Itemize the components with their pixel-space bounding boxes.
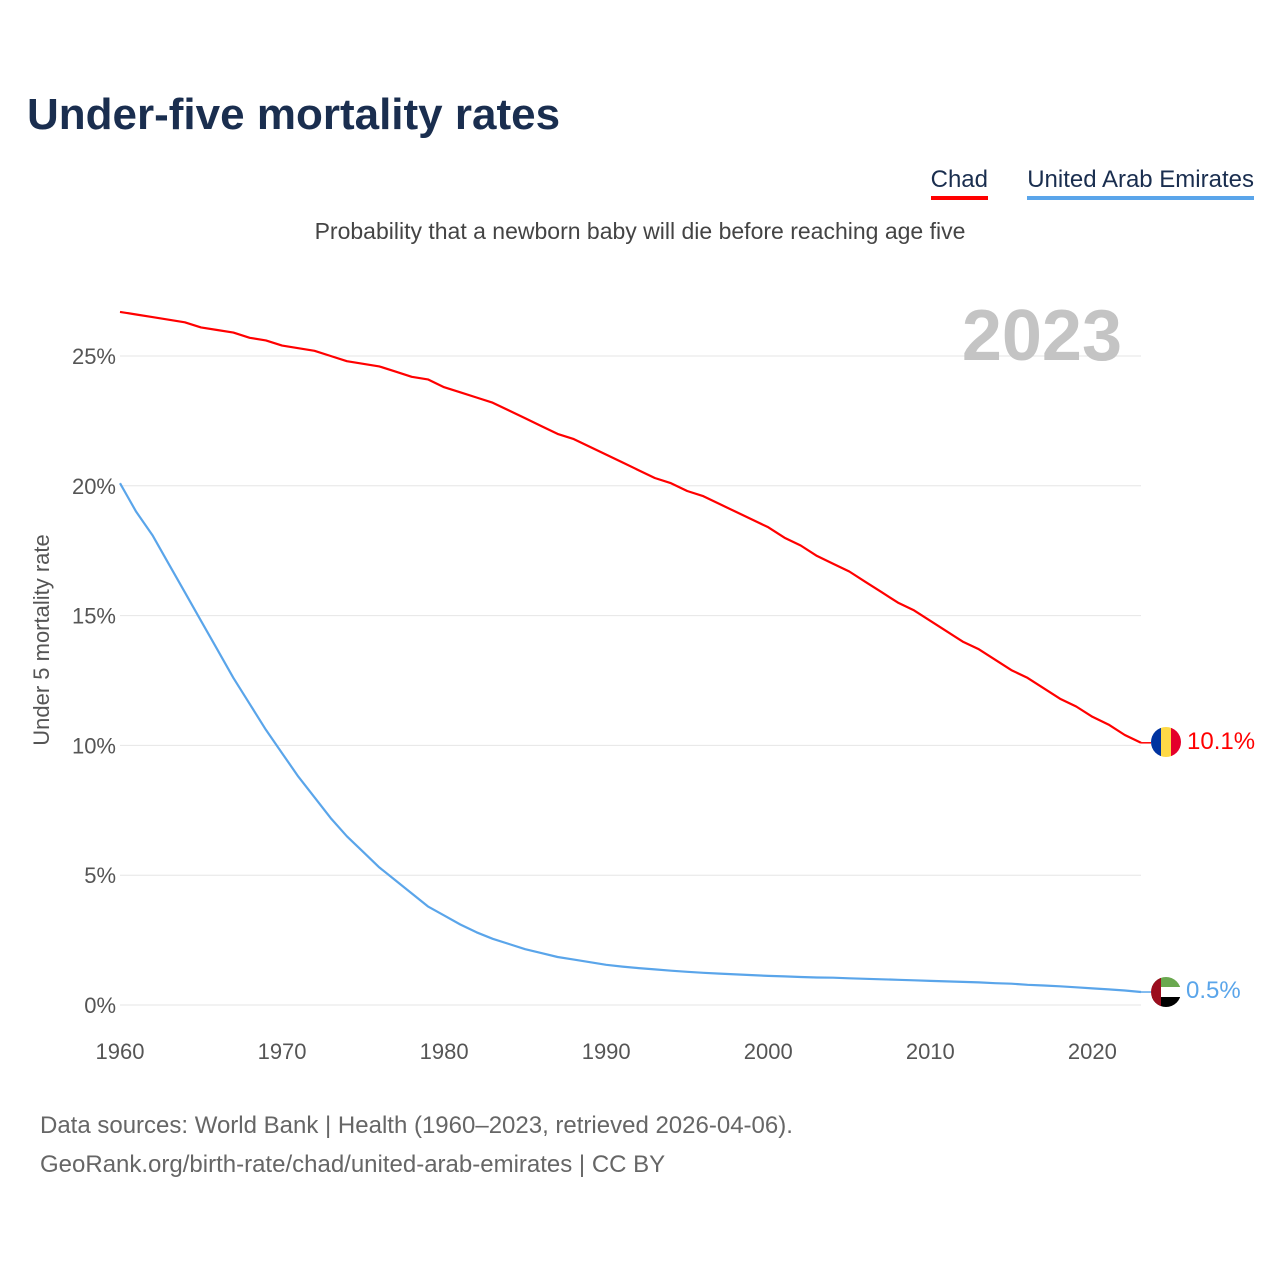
footer: Data sources: World Bank | Health (1960–…	[40, 1106, 793, 1184]
data-source-text: Data sources: World Bank | Health (1960–…	[40, 1112, 793, 1139]
x-tick-label: 2000	[744, 1039, 793, 1064]
uae-flag-icon	[1151, 977, 1181, 1007]
y-tick-label: 10%	[72, 733, 116, 758]
y-tick-label: 20%	[72, 474, 116, 499]
y-tick-label: 15%	[72, 604, 116, 629]
uae-end-label: 0.5%	[1186, 977, 1241, 1004]
x-tick-label: 1990	[582, 1039, 631, 1064]
chad-flag-icon	[1151, 727, 1181, 757]
y-tick-label: 25%	[72, 344, 116, 369]
legend-item-chad[interactable]: Chad	[930, 166, 988, 200]
chart-title: Under-five mortality rates	[27, 90, 561, 139]
series-line-uae	[119, 482, 1142, 994]
x-tick-label: 1980	[420, 1039, 469, 1064]
source-link[interactable]: GeoRank.org/birth-rate/chad/united-arab-…	[40, 1151, 666, 1178]
x-tick-label: 1970	[258, 1039, 307, 1064]
series-line-chad	[119, 310, 1142, 744]
x-tick-label: 2020	[1068, 1039, 1117, 1064]
x-tick-label: 2010	[906, 1039, 955, 1064]
x-tick-label: 1960	[96, 1039, 145, 1064]
legend-item-uae[interactable]: United Arab Emirates	[1027, 166, 1254, 200]
y-tick-label: 5%	[84, 863, 116, 888]
year-label: 2023	[962, 296, 1122, 376]
chad-end-label: 10.1%	[1187, 728, 1255, 755]
chart-subtitle: Probability that a newborn baby will die…	[314, 218, 966, 244]
y-tick-label: 0%	[84, 993, 116, 1018]
